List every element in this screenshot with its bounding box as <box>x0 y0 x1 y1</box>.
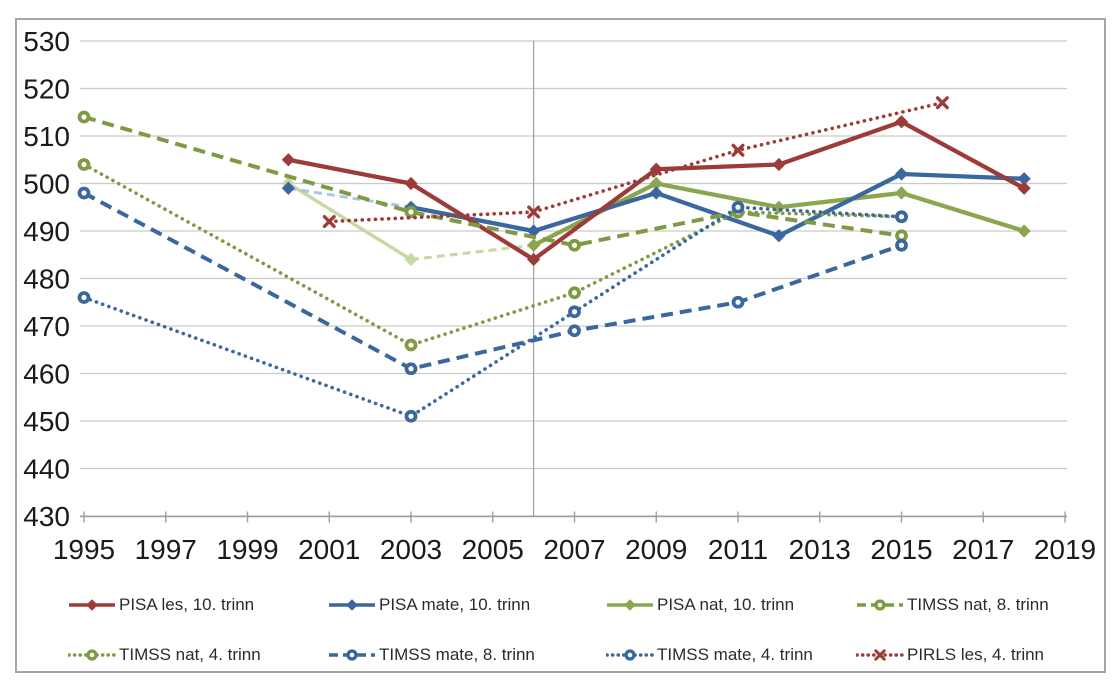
svg-text:2003: 2003 <box>380 534 442 565</box>
legend-swatch-pisa-mate-10-icon <box>328 596 376 614</box>
svg-text:490: 490 <box>23 216 70 247</box>
legend-label: PISA les, 10. trinn <box>119 595 255 614</box>
legend-item-pisa-nat-10: PISA nat, 10. trinn <box>606 594 794 616</box>
legend-swatch-timss-mate-8-icon <box>328 646 376 664</box>
legend-swatch-timss-nat-8-icon <box>856 596 904 614</box>
svg-text:2019: 2019 <box>1034 534 1096 565</box>
legend-swatch-timss-nat-4-icon <box>67 646 117 664</box>
legend-label: TIMSS mate, 8. trinn <box>379 645 535 664</box>
svg-text:530: 530 <box>23 26 70 57</box>
svg-text:440: 440 <box>23 454 70 485</box>
svg-text:2007: 2007 <box>543 534 605 565</box>
legend-item-timss-mate-8: TIMSS mate, 8. trinn <box>328 644 535 666</box>
svg-text:470: 470 <box>23 311 70 342</box>
svg-text:2015: 2015 <box>870 534 932 565</box>
svg-text:430: 430 <box>23 501 70 532</box>
legend-label: PISA mate, 10. trinn <box>379 595 531 614</box>
svg-text:1995: 1995 <box>53 534 115 565</box>
legend-item-timss-mate-4: TIMSS mate, 4. trinn <box>605 644 813 666</box>
legend-label: TIMSS mate, 4. trinn <box>657 645 813 664</box>
legend-item-pirls-les-4: PIRLS les, 4. trinn <box>855 644 1045 666</box>
legend-item-timss-nat-8: TIMSS nat, 8. trinn <box>856 594 1049 616</box>
svg-text:450: 450 <box>23 406 70 437</box>
svg-text:2011: 2011 <box>708 534 768 565</box>
legend-swatch-pirls-les-4-icon <box>855 646 905 664</box>
chart-outer-border <box>15 18 1106 673</box>
svg-text:2001: 2001 <box>298 534 360 565</box>
legend-label: TIMSS nat, 8. trinn <box>907 595 1049 614</box>
legend-item-pisa-les-10: PISA les, 10. trinn <box>68 594 254 616</box>
svg-text:2005: 2005 <box>462 534 524 565</box>
legend-swatch-timss-mate-4-icon <box>605 646 655 664</box>
svg-text:2013: 2013 <box>789 534 851 565</box>
svg-text:460: 460 <box>23 359 70 390</box>
legend-item-pisa-mate-10: PISA mate, 10. trinn <box>328 594 530 616</box>
legend-item-timss-nat-4: TIMSS nat, 4. trinn <box>67 644 261 666</box>
legend-label: PISA nat, 10. trinn <box>657 595 795 614</box>
svg-text:1997: 1997 <box>135 534 197 565</box>
svg-text:500: 500 <box>23 169 70 200</box>
svg-text:510: 510 <box>23 121 70 152</box>
legend-label: TIMSS nat, 4. trinn <box>119 645 261 664</box>
svg-text:2009: 2009 <box>625 534 687 565</box>
legend-swatch-pisa-les-10-icon <box>68 596 116 614</box>
svg-text:520: 520 <box>23 74 70 105</box>
svg-text:1999: 1999 <box>216 534 278 565</box>
legend-label: PIRLS les, 4. trinn <box>907 645 1045 664</box>
legend-swatch-pisa-nat-10-icon <box>606 596 654 614</box>
svg-text:2017: 2017 <box>952 534 1014 565</box>
svg-text:480: 480 <box>23 264 70 295</box>
